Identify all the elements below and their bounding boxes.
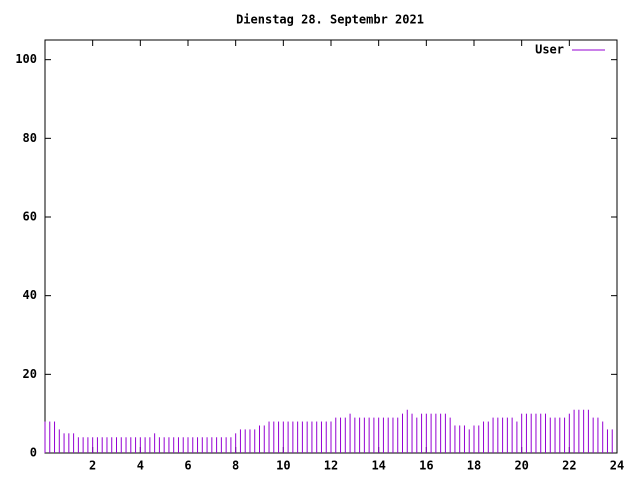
- y-tick-label: 20: [23, 367, 37, 381]
- x-tick-label: 24: [610, 459, 624, 473]
- x-tick-label: 8: [232, 459, 239, 473]
- y-tick-label: 40: [23, 288, 37, 302]
- x-tick-label: 22: [562, 459, 576, 473]
- x-tick-label: 12: [324, 459, 338, 473]
- y-tick-label: 80: [23, 131, 37, 145]
- x-tick-label: 4: [137, 459, 144, 473]
- x-tick-label: 6: [184, 459, 191, 473]
- y-tick-label: 100: [15, 52, 37, 66]
- x-tick-label: 18: [467, 459, 481, 473]
- x-tick-label: 2: [89, 459, 96, 473]
- y-tick-label: 0: [30, 446, 37, 460]
- y-tick-label: 60: [23, 210, 37, 224]
- x-tick-label: 10: [276, 459, 290, 473]
- chart-title: Dienstag 28. Septembr 2021: [236, 13, 424, 27]
- x-tick-label: 16: [419, 459, 433, 473]
- x-tick-label: 14: [371, 459, 385, 473]
- legend-label: User: [535, 43, 564, 57]
- x-tick-label: 20: [514, 459, 528, 473]
